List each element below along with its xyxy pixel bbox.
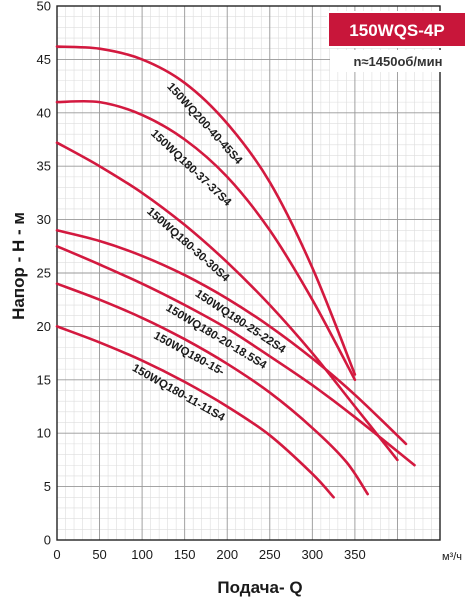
- y-tick-label: 15: [37, 372, 51, 387]
- speed-box: [330, 50, 464, 72]
- y-tick-label: 25: [37, 266, 51, 281]
- x-tick-label: 200: [216, 547, 238, 562]
- series-line: [55, 282, 369, 496]
- y-axis-label: Напор - H - м: [9, 212, 28, 320]
- series-line: [55, 229, 408, 446]
- y-tick-label: 40: [37, 105, 51, 120]
- y-tick-label: 35: [37, 159, 51, 174]
- y-axis-ticks: 0 5 10 15 20 25 30 35 40 45 50: [37, 0, 51, 548]
- y-tick-label: 45: [37, 52, 51, 67]
- series-line: [55, 141, 399, 462]
- series-line: [55, 45, 357, 376]
- y-tick-label: 0: [44, 533, 51, 548]
- plot-frame: [56, 5, 441, 541]
- x-tick-label: 300: [301, 547, 323, 562]
- series-line: [55, 325, 335, 499]
- x-axis-label: Подача- Q: [217, 578, 302, 597]
- x-tick-label: 50: [92, 547, 106, 562]
- y-tick-label: 20: [37, 319, 51, 334]
- x-tick-label: 350: [344, 547, 366, 562]
- x-axis-ticks: 0 50 100 150 200 250 300 350: [53, 547, 365, 562]
- series-curves: [55, 45, 416, 499]
- y-tick-label: 5: [44, 479, 51, 494]
- y-tick-label: 30: [37, 212, 51, 227]
- series-line: [55, 245, 416, 467]
- x-tick-label: 0: [53, 547, 60, 562]
- chart-title: 150WQS-4P: [349, 21, 444, 40]
- title-badge: [327, 11, 467, 48]
- x-tick-label: 250: [259, 547, 281, 562]
- x-tick-label: 100: [131, 547, 153, 562]
- speed-label: n≈1450об/мин: [353, 54, 442, 69]
- series-line: [55, 99, 357, 382]
- y-tick-label: 50: [37, 0, 51, 14]
- x-axis-unit: м³/ч: [442, 551, 462, 563]
- x-tick-label: 150: [174, 547, 196, 562]
- y-tick-label: 10: [37, 426, 51, 441]
